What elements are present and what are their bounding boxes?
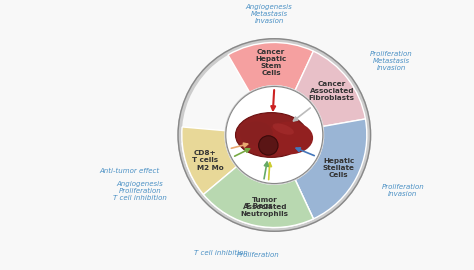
Text: Proliferation: Proliferation [237, 252, 280, 258]
Text: T Regs: T Regs [245, 203, 273, 209]
Wedge shape [203, 167, 313, 228]
Text: CD8+
T cells: CD8+ T cells [192, 150, 219, 163]
Text: M2 Mo: M2 Mo [197, 166, 223, 171]
Circle shape [225, 86, 324, 184]
Ellipse shape [240, 122, 273, 146]
Circle shape [259, 136, 278, 155]
Text: Anti-tumor effect: Anti-tumor effect [99, 168, 159, 174]
Text: Proliferation
Invasion: Proliferation Invasion [382, 184, 424, 197]
Ellipse shape [273, 123, 294, 135]
Text: Proliferation
Metastasis
Invasion: Proliferation Metastasis Invasion [370, 51, 413, 72]
Ellipse shape [236, 113, 307, 157]
Wedge shape [295, 119, 367, 219]
Text: Hepatic
Stellate
Cells: Hepatic Stellate Cells [323, 158, 355, 178]
Wedge shape [228, 42, 313, 92]
Text: Angiogenesis
Metastasis
Invasion: Angiogenesis Metastasis Invasion [246, 4, 292, 24]
Text: Cancer
Associated
Fibroblasts: Cancer Associated Fibroblasts [309, 81, 355, 101]
Wedge shape [182, 139, 243, 206]
Text: T cell inhibition: T cell inhibition [194, 250, 248, 256]
Wedge shape [295, 51, 365, 126]
Text: Angiogenesis
Proliferation
T cell inhibition: Angiogenesis Proliferation T cell inhibi… [113, 181, 167, 201]
Text: Cancer
Hepatic
Stem
Cells: Cancer Hepatic Stem Cells [255, 49, 287, 76]
Ellipse shape [265, 122, 313, 154]
Wedge shape [182, 127, 237, 194]
Text: Tumor
Associated
Neutrophils: Tumor Associated Neutrophils [241, 197, 289, 217]
Wedge shape [215, 173, 313, 228]
Wedge shape [177, 38, 371, 232]
